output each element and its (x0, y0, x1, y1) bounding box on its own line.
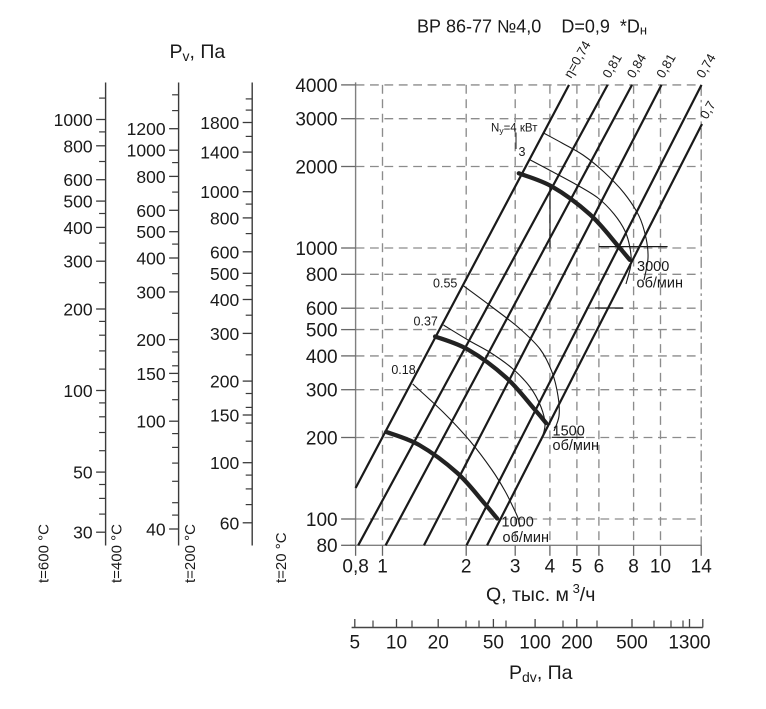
svg-text:300: 300 (63, 252, 92, 272)
svg-text:1000: 1000 (295, 239, 337, 260)
svg-text:1000: 1000 (502, 515, 534, 531)
svg-text:об/мин: об/мин (637, 276, 683, 292)
svg-text:1400: 1400 (200, 143, 239, 163)
svg-text:100: 100 (519, 633, 551, 654)
svg-text:0.18: 0.18 (391, 363, 415, 377)
svg-text:2: 2 (461, 556, 472, 577)
svg-text:8: 8 (628, 556, 639, 577)
svg-text:100: 100 (63, 381, 92, 401)
svg-text:60: 60 (220, 513, 240, 533)
svg-text:100: 100 (306, 510, 338, 531)
svg-text:5: 5 (350, 633, 361, 654)
svg-text:500: 500 (306, 321, 338, 342)
svg-text:400: 400 (63, 218, 92, 238)
svg-text:200: 200 (136, 330, 165, 350)
svg-text:300: 300 (306, 381, 338, 402)
svg-text:800: 800 (136, 167, 165, 187)
svg-text:1: 1 (377, 556, 388, 577)
svg-text:об/мин: об/мин (503, 530, 549, 546)
svg-text:1500: 1500 (553, 424, 585, 440)
svg-text:800: 800 (63, 136, 92, 156)
svg-text:3: 3 (519, 145, 526, 159)
svg-text:50: 50 (483, 633, 504, 654)
svg-text:30: 30 (73, 523, 93, 543)
svg-text:400: 400 (210, 290, 239, 310)
svg-text:40: 40 (146, 520, 166, 540)
svg-text:600: 600 (63, 170, 92, 190)
svg-text:t=200 °C: t=200 °C (182, 524, 199, 583)
svg-text:1000: 1000 (200, 182, 239, 202)
svg-text:800: 800 (210, 208, 239, 228)
svg-text:0.55: 0.55 (433, 277, 457, 291)
svg-text:Pv, Па: Pv, Па (170, 41, 226, 64)
svg-text:600: 600 (306, 299, 338, 320)
svg-text:500: 500 (136, 222, 165, 242)
svg-text:5: 5 (572, 556, 583, 577)
svg-text:4000: 4000 (295, 76, 337, 97)
svg-text:80: 80 (316, 536, 337, 557)
svg-text:2000: 2000 (295, 157, 337, 178)
svg-text:1200: 1200 (127, 119, 166, 139)
svg-text:400: 400 (136, 249, 165, 269)
svg-text:150: 150 (136, 364, 165, 384)
svg-text:Q, тыс. м 3/ч: Q, тыс. м 3/ч (486, 581, 595, 606)
svg-text:6: 6 (594, 556, 605, 577)
svg-text:200: 200 (561, 633, 593, 654)
svg-text:200: 200 (210, 372, 239, 392)
svg-text:Pdv, Па: Pdv, Па (509, 662, 573, 685)
svg-text:t=400 °C: t=400 °C (109, 524, 126, 583)
svg-text:100: 100 (210, 453, 239, 473)
svg-text:1300: 1300 (668, 633, 710, 654)
svg-text:500: 500 (210, 264, 239, 284)
svg-text:3000: 3000 (295, 110, 337, 131)
svg-text:500: 500 (616, 633, 648, 654)
svg-text:10: 10 (650, 556, 671, 577)
svg-text:14: 14 (691, 556, 713, 577)
svg-text:300: 300 (210, 324, 239, 344)
svg-text:1800: 1800 (200, 113, 239, 133)
svg-text:3000: 3000 (637, 259, 669, 275)
svg-text:4: 4 (545, 556, 556, 577)
svg-text:об/мин: об/мин (553, 438, 599, 454)
svg-text:400: 400 (306, 347, 338, 368)
svg-text:0,8: 0,8 (342, 556, 368, 577)
svg-text:500: 500 (63, 192, 92, 212)
svg-text:100: 100 (136, 412, 165, 432)
svg-text:800: 800 (306, 265, 338, 286)
svg-text:600: 600 (210, 242, 239, 262)
svg-text:200: 200 (306, 428, 338, 449)
svg-text:10: 10 (386, 633, 407, 654)
svg-text:t=600 °C: t=600 °C (36, 524, 53, 583)
svg-text:20: 20 (428, 633, 449, 654)
svg-text:1000: 1000 (127, 141, 166, 161)
svg-text:t=20 °C: t=20 °C (273, 532, 290, 583)
svg-text:0.37: 0.37 (414, 315, 438, 329)
svg-text:ВР 86-77 №4,0 D=0,9 *Dн: ВР 86-77 №4,0 D=0,9 *Dн (417, 17, 647, 38)
svg-text:200: 200 (63, 300, 92, 320)
svg-text:50: 50 (73, 463, 93, 483)
svg-text:300: 300 (136, 282, 165, 302)
svg-text:Nу=4 кВт: Nу=4 кВт (491, 123, 538, 136)
svg-text:3: 3 (510, 556, 521, 577)
svg-text:1000: 1000 (54, 110, 93, 130)
svg-text:600: 600 (136, 201, 165, 221)
svg-text:150: 150 (210, 406, 239, 426)
